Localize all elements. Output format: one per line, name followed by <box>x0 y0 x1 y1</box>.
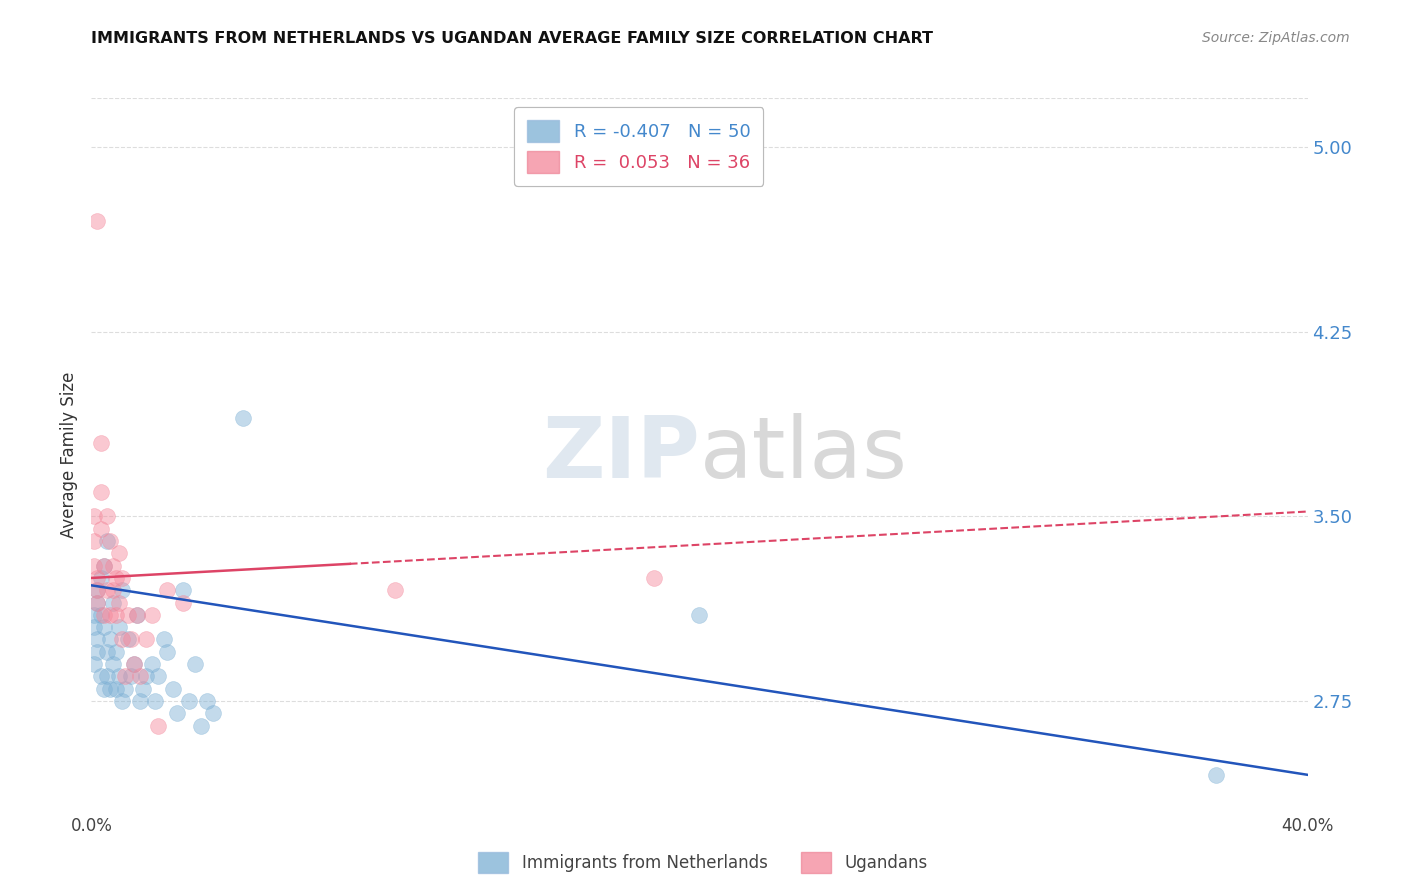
Point <box>122 657 145 671</box>
Point <box>89 522 111 536</box>
Point <box>172 583 194 598</box>
Point <box>98 632 121 647</box>
Point <box>117 632 139 647</box>
Text: atlas: atlas <box>699 413 907 497</box>
Point <box>83 657 105 671</box>
Point <box>195 694 218 708</box>
Point <box>135 669 157 683</box>
Point <box>98 534 121 549</box>
Point <box>141 607 163 622</box>
Point <box>148 669 170 683</box>
Point <box>125 607 148 622</box>
Point <box>86 596 108 610</box>
Point <box>111 571 134 585</box>
Point <box>98 607 121 622</box>
Point <box>93 620 115 634</box>
Point <box>141 657 163 671</box>
Point <box>107 596 129 610</box>
Point <box>111 694 134 708</box>
Point <box>117 607 139 622</box>
Point <box>643 571 665 585</box>
Point <box>89 435 111 450</box>
Point <box>83 558 105 573</box>
Point <box>232 411 254 425</box>
Point <box>104 607 127 622</box>
Point <box>83 534 105 549</box>
Point <box>98 681 121 696</box>
Point <box>86 583 108 598</box>
Text: Source: ZipAtlas.com: Source: ZipAtlas.com <box>1202 31 1350 45</box>
Point <box>89 571 111 585</box>
Point <box>104 645 127 659</box>
Point <box>114 681 136 696</box>
Y-axis label: Average Family Size: Average Family Size <box>60 372 79 538</box>
Point <box>93 558 115 573</box>
Point <box>89 669 111 683</box>
Point <box>156 645 179 659</box>
Point <box>96 669 118 683</box>
Point <box>1205 768 1227 782</box>
Point <box>93 558 115 573</box>
Point <box>89 607 111 622</box>
Point <box>96 534 118 549</box>
Point <box>86 214 108 228</box>
Point <box>101 596 124 610</box>
Point <box>120 669 142 683</box>
Point <box>93 681 115 696</box>
Point <box>122 657 145 671</box>
Point <box>202 706 225 721</box>
Point <box>190 718 212 732</box>
Point <box>83 509 105 524</box>
Point <box>135 632 157 647</box>
Point <box>86 571 108 585</box>
Point <box>86 645 108 659</box>
Point <box>96 645 118 659</box>
Point <box>114 669 136 683</box>
Point <box>111 583 134 598</box>
Point <box>101 583 124 598</box>
Point <box>96 509 118 524</box>
Point <box>107 546 129 560</box>
Point <box>156 583 179 598</box>
Point <box>111 632 134 647</box>
Point <box>129 669 152 683</box>
Point <box>83 607 105 622</box>
Text: IMMIGRANTS FROM NETHERLANDS VS UGANDAN AVERAGE FAMILY SIZE CORRELATION CHART: IMMIGRANTS FROM NETHERLANDS VS UGANDAN A… <box>91 31 934 46</box>
Point <box>104 681 127 696</box>
Point <box>125 607 148 622</box>
Point <box>132 681 155 696</box>
Point <box>107 669 129 683</box>
Point <box>93 607 115 622</box>
Point <box>688 607 710 622</box>
Point <box>172 596 194 610</box>
Point <box>86 583 108 598</box>
Point <box>101 657 124 671</box>
Point <box>177 694 200 708</box>
Point <box>107 620 129 634</box>
Point <box>83 620 105 634</box>
Point <box>143 694 166 708</box>
Point <box>129 694 152 708</box>
Point <box>86 596 108 610</box>
Point <box>384 583 406 598</box>
Point <box>148 718 170 732</box>
Point <box>153 632 176 647</box>
Point <box>162 681 184 696</box>
Point <box>120 632 142 647</box>
Legend: Immigrants from Netherlands, Ugandans: Immigrants from Netherlands, Ugandans <box>472 846 934 880</box>
Point <box>184 657 207 671</box>
Point <box>89 484 111 499</box>
Point <box>104 571 127 585</box>
Point <box>96 583 118 598</box>
Legend: R = -0.407   N = 50, R =  0.053   N = 36: R = -0.407 N = 50, R = 0.053 N = 36 <box>515 107 763 186</box>
Text: ZIP: ZIP <box>541 413 699 497</box>
Point <box>101 558 124 573</box>
Point <box>166 706 188 721</box>
Point <box>86 632 108 647</box>
